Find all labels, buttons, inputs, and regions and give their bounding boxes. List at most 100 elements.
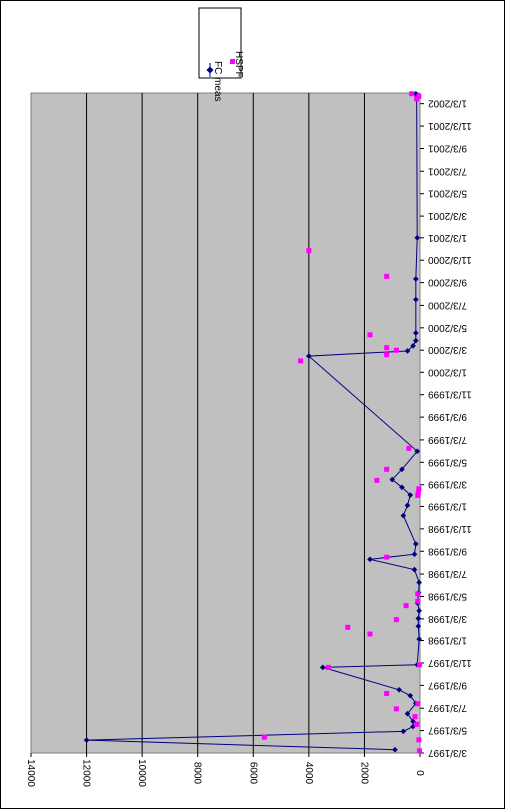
data-point-fc-meas [413, 276, 419, 282]
x-tick-label: 11/3/1997 [428, 657, 472, 668]
data-point-hspf [414, 96, 420, 102]
x-tick-label: 3/3/2000 [428, 344, 467, 355]
data-point-fc-meas [404, 710, 411, 717]
data-point-fc-meas [416, 607, 422, 614]
data-point-hspf [416, 662, 422, 668]
x-tick-label: 1/3/1999 [428, 500, 467, 511]
data-point-hspf [403, 603, 409, 609]
legend-fc-meas-marker [206, 66, 214, 74]
x-tick-label: 3/3/1997 [428, 747, 467, 758]
data-point-fc-meas [399, 466, 405, 473]
legend-box [198, 7, 242, 79]
x-tick-label: 9/3/1998 [428, 545, 467, 556]
series-layer [83, 90, 422, 754]
data-point-fc-meas [413, 541, 419, 547]
data-point-fc-meas [306, 353, 312, 359]
data-point-hspf [414, 721, 420, 727]
legend-fc-meas-label: FC meas [212, 61, 223, 102]
data-point-hspf [409, 91, 415, 97]
y-tick-label: 10000 [136, 759, 147, 787]
data-point-fc-meas [399, 484, 405, 491]
data-point-fc-meas [413, 337, 419, 344]
data-point-fc-meas [411, 551, 418, 558]
x-tick-label: 11/3/2001 [428, 120, 472, 131]
data-point-hspf [416, 748, 422, 754]
series-line-fc-meas [86, 93, 420, 751]
y-tick-label: 12000 [81, 759, 92, 787]
data-point-fc-meas [415, 615, 422, 622]
data-point-hspf [384, 554, 390, 560]
data-point-fc-meas [411, 566, 418, 573]
x-tick-label: 9/3/1999 [428, 411, 467, 422]
data-point-fc-meas [396, 686, 402, 693]
x-tick-label: 9/3/1997 [428, 679, 467, 690]
data-point-fc-meas [416, 636, 422, 642]
data-point-hspf [416, 93, 422, 99]
x-tick-label: 3/3/1999 [428, 479, 467, 490]
x-tick-label: 9/3/2000 [428, 277, 467, 288]
x-tick-label: 1/3/2000 [428, 366, 467, 377]
data-point-hspf [415, 489, 421, 495]
x-tick-label: 5/3/1997 [428, 725, 467, 736]
plot-area [30, 92, 421, 754]
x-tick-label: 5/3/2000 [428, 322, 467, 333]
gridlines [86, 93, 365, 753]
data-point-hspf [261, 734, 267, 740]
data-point-hspf [406, 445, 412, 451]
x-tick-label: 7/3/1998 [428, 568, 467, 579]
data-point-hspf [384, 273, 390, 279]
data-point-hspf [415, 492, 421, 498]
data-point-hspf [325, 664, 331, 670]
data-point-hspf [384, 345, 390, 351]
data-point-hspf [298, 358, 304, 364]
x-axis-ticks: 3/3/1997 5/3/1997 7/3/1997 9/3/1997 11/3/199… [420, 98, 472, 758]
data-point-hspf [384, 466, 390, 472]
data-point-hspf [345, 624, 351, 630]
x-tick-label: 7/3/2001 [428, 165, 467, 176]
y-tick-label: 2000 [358, 762, 369, 785]
data-point-fc-meas [407, 692, 414, 699]
x-tick-label: 5/3/2001 [428, 188, 467, 199]
x-tick-label: 3/3/2001 [428, 210, 467, 221]
data-point-hspf [393, 617, 399, 623]
data-point-fc-meas [319, 664, 326, 671]
data-point-hspf [412, 714, 418, 720]
legend-hspf-label: HSPF [233, 51, 244, 78]
data-point-fc-meas [404, 348, 411, 354]
x-tick-label: 1/3/1998 [428, 635, 467, 646]
y-axis-ticks: 0 2000 4000 6000 8000 10000 12000 14000 [25, 753, 425, 787]
data-point-hspf [306, 248, 312, 254]
data-point-fc-meas [413, 296, 419, 303]
data-point-fc-meas [410, 343, 416, 349]
data-point-fc-meas [389, 476, 396, 483]
data-point-fc-meas [407, 492, 414, 498]
data-point-fc-meas [414, 234, 421, 241]
y-tick-label: 8000 [192, 762, 203, 785]
y-tick-label: 0 [414, 770, 425, 776]
data-point-fc-meas [400, 728, 407, 735]
x-tick-label: 11/3/2000 [428, 254, 472, 265]
data-point-hspf [416, 737, 422, 743]
data-point-hspf [393, 347, 399, 353]
x-tick-label: 5/3/1999 [428, 456, 467, 467]
data-point-hspf [415, 598, 421, 604]
x-tick-label: 7/3/1999 [428, 434, 467, 445]
data-point-hspf [374, 477, 380, 483]
x-tick-label: 5/3/1998 [428, 590, 467, 601]
data-point-hspf [416, 486, 422, 492]
data-point-fc-meas [415, 623, 422, 630]
x-tick-label: 7/3/1997 [428, 702, 467, 713]
y-tick-label: 4000 [303, 762, 314, 785]
data-point-fc-meas [414, 448, 421, 455]
data-point-fc-meas [404, 502, 411, 509]
x-tick-label: 3/3/1998 [428, 613, 467, 624]
x-tick-label: 1/3/2001 [428, 232, 467, 243]
x-tick-label: 1/3/2002 [428, 98, 467, 109]
data-point-fc-meas [83, 737, 90, 743]
data-point-fc-meas [416, 579, 422, 586]
y-tick-label: 14000 [25, 759, 36, 787]
data-point-fc-meas [392, 746, 398, 753]
data-point-fc-meas [413, 330, 419, 336]
y-tick-label: 6000 [247, 762, 258, 785]
x-tick-label: 11/3/1999 [428, 389, 472, 400]
